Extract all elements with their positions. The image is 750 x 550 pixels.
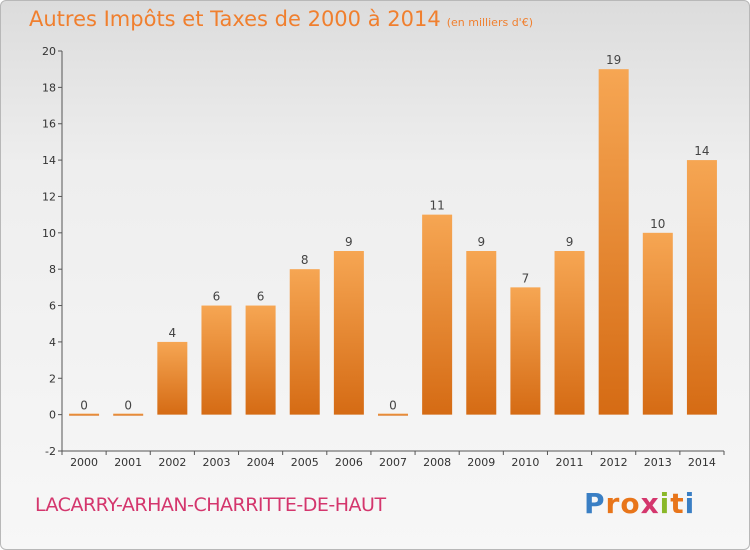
bar-2014 xyxy=(686,160,717,415)
bar-2009 xyxy=(466,251,497,415)
y-tick-label: 4 xyxy=(49,336,56,349)
x-tick-label-2001: 2001 xyxy=(114,456,142,469)
x-tick-label-2005: 2005 xyxy=(291,456,319,469)
x-tick-label-2007: 2007 xyxy=(379,456,407,469)
x-tick-label-2009: 2009 xyxy=(467,456,495,469)
bar-2010 xyxy=(510,287,541,415)
y-tick-label: 6 xyxy=(49,300,56,313)
y-tick-label: 0 xyxy=(49,409,56,422)
bar-2001 xyxy=(113,413,144,416)
chart-subtitle: (en milliers d'€) xyxy=(446,16,533,29)
chart-title: Autres Impôts et Taxes de 2000 à 2014 (en… xyxy=(29,7,533,31)
data-label-2010: 7 xyxy=(522,271,530,285)
chart-axes: -2 0 2 4 6 8 10 12 14 16 18 20 2000 2001 2002 2003 2004 2… xyxy=(42,45,725,469)
x-tick-label-2011: 2011 xyxy=(556,456,584,469)
data-label-2006: 9 xyxy=(345,235,353,249)
logo-letter: i xyxy=(659,487,671,520)
logo-letter: r xyxy=(605,487,621,520)
x-tick-label-2006: 2006 xyxy=(335,456,363,469)
x-tick-label-2002: 2002 xyxy=(158,456,186,469)
data-label-2000: 0 xyxy=(80,399,88,413)
data-label-2012: 19 xyxy=(606,53,621,67)
x-tick-label-2000: 2000 xyxy=(70,456,98,469)
y-tick-label: 12 xyxy=(42,190,56,203)
bar-2012 xyxy=(598,69,629,415)
x-tick-label-2008: 2008 xyxy=(423,456,451,469)
chart-title-text: Autres Impôts et Taxes de 2000 à 2014 xyxy=(29,7,441,31)
logo-letter: t xyxy=(670,487,685,520)
y-tick-label: 8 xyxy=(49,263,56,276)
data-label-2005: 8 xyxy=(301,253,309,267)
y-tick-label: 14 xyxy=(42,154,56,167)
bar-2004 xyxy=(245,305,276,415)
y-tick-label: 18 xyxy=(42,81,56,94)
data-label-2011: 9 xyxy=(566,235,574,249)
data-label-2013: 10 xyxy=(650,217,665,231)
data-label-2001: 0 xyxy=(124,399,132,413)
y-tick-label: 2 xyxy=(49,372,56,385)
bar-2002 xyxy=(157,341,188,415)
bar-2003 xyxy=(201,305,232,415)
data-label-2007: 0 xyxy=(389,399,397,413)
chart-data-labels: 0 0 4 6 6 8 9 0 11 9 7 9 19 10 14 xyxy=(80,53,709,412)
data-label-2009: 9 xyxy=(477,235,485,249)
bar-2000 xyxy=(69,413,100,416)
chart-bars xyxy=(69,69,717,416)
bar-2008 xyxy=(422,214,453,415)
y-tick-label: -2 xyxy=(45,445,56,458)
logo-letter: i xyxy=(684,487,696,520)
commune-name: LACARRY-ARHAN-CHARRITTE-DE-HAUT xyxy=(35,494,386,516)
y-tick-label: 16 xyxy=(42,118,56,131)
data-label-2008: 11 xyxy=(429,199,444,213)
logo-letter: P xyxy=(584,487,606,520)
proxiti-logo: Proxiti xyxy=(584,487,695,520)
logo-letter: o xyxy=(620,487,641,520)
bar-2005 xyxy=(289,269,320,415)
y-tick-label: 20 xyxy=(42,45,56,58)
x-tick-label-2004: 2004 xyxy=(247,456,275,469)
x-tick-label-2013: 2013 xyxy=(644,456,672,469)
x-tick-label-2012: 2012 xyxy=(600,456,628,469)
x-tick-label-2010: 2010 xyxy=(511,456,539,469)
bar-2011 xyxy=(554,251,585,415)
data-label-2014: 14 xyxy=(694,144,709,158)
x-tick-label-2003: 2003 xyxy=(202,456,230,469)
bar-2013 xyxy=(642,232,673,415)
y-tick-label: 10 xyxy=(42,227,56,240)
logo-letter: x xyxy=(640,487,660,520)
data-label-2004: 6 xyxy=(257,290,265,304)
data-label-2003: 6 xyxy=(213,290,221,304)
bar-2007 xyxy=(378,413,408,416)
x-tick-label-2014: 2014 xyxy=(688,456,716,469)
bar-2006 xyxy=(333,251,364,415)
data-label-2002: 4 xyxy=(169,326,177,340)
